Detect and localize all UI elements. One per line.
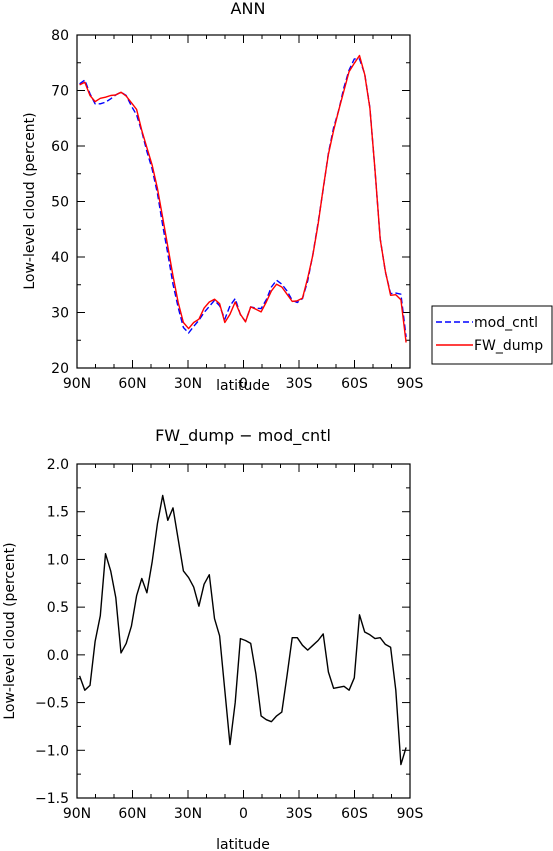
bottom-y-tick-label: 0.0 xyxy=(47,648,69,664)
bottom-y-ticks: −1.5 −1.0 −0.5 0.0 0.5 1.0 1.5 2.0 xyxy=(35,457,410,807)
bottom-y-tick-label: 1.5 xyxy=(47,505,69,521)
top-chart-title: ANN xyxy=(231,0,266,18)
top-y-tick-label: 40 xyxy=(51,250,69,266)
top-y-tick-label: 80 xyxy=(51,28,69,44)
bottom-x-tick-label: 90S xyxy=(397,806,424,822)
top-y-tick-label: 20 xyxy=(51,361,69,377)
top-y-ticks: 20 30 40 50 60 70 80 xyxy=(51,28,410,377)
top-series-line-mod-cntl xyxy=(79,58,407,337)
top-x-tick-label: 30S xyxy=(286,376,313,392)
bottom-y-tick-label: 1.0 xyxy=(47,552,69,568)
legend-label-fw-dump: FW_dump xyxy=(474,338,543,354)
bottom-y-tick-label: −1.5 xyxy=(35,791,69,807)
top-x-tick-label: 60S xyxy=(341,376,368,392)
bottom-panel: FW_dump − mod_cntl −1.5 −1.0 −0.5 0.0 0.5 1.0… xyxy=(2,426,423,851)
top-plot-frame xyxy=(76,34,411,369)
bottom-x-axis-label: latitude xyxy=(216,837,270,851)
bottom-series-lines xyxy=(78,494,407,766)
top-y-tick-label: 30 xyxy=(51,306,69,322)
bottom-x-ticks: 90N 60N 30N 0 30S 60S 90S xyxy=(63,464,424,822)
top-y-tick-label: 60 xyxy=(51,139,69,155)
bottom-x-tick-label: 90N xyxy=(63,806,91,822)
top-x-tick-label: 30N xyxy=(174,376,202,392)
legend: mod_cntl FW_dump xyxy=(431,305,553,365)
bottom-y-tick-label: 2.0 xyxy=(47,457,69,473)
bottom-chart-title: FW_dump − mod_cntl xyxy=(155,426,331,446)
bottom-x-tick-label: 60N xyxy=(118,806,146,822)
top-y-axis-label: Low-level cloud (percent) xyxy=(22,112,38,289)
top-y-tick-label: 70 xyxy=(51,84,69,100)
legend-box xyxy=(431,305,553,365)
bottom-x-tick-label: 30N xyxy=(174,806,202,822)
bottom-x-tick-label: 60S xyxy=(341,806,368,822)
legend-label-mod-cntl: mod_cntl xyxy=(474,315,538,331)
top-series-lines xyxy=(79,54,407,343)
bottom-y-tick-label: −0.5 xyxy=(35,696,69,712)
bottom-plot-frame xyxy=(76,463,411,799)
bottom-y-axis-label: Low-level cloud (percent) xyxy=(2,542,18,719)
top-series-line-fw-dump xyxy=(79,54,407,343)
bottom-series-line-0 xyxy=(78,494,407,766)
top-x-axis-label: latitude xyxy=(216,378,270,394)
top-x-tick-label: 0 xyxy=(239,376,248,392)
bottom-x-tick-label: 30S xyxy=(286,806,313,822)
top-x-ticks: 90N 60N 30N 0 30S 60S 90S xyxy=(63,35,424,392)
top-x-tick-label: 90N xyxy=(63,376,91,392)
top-x-tick-label: 90S xyxy=(397,376,424,392)
bottom-y-tick-label: 0.5 xyxy=(47,600,69,616)
top-x-tick-label: 60N xyxy=(118,376,146,392)
bottom-y-tick-label: −1.0 xyxy=(35,743,69,759)
top-y-tick-label: 50 xyxy=(51,195,69,211)
bottom-x-tick-label: 0 xyxy=(239,806,248,822)
top-panel: ANN 20 30 40 50 60 70 80 90N 60N 30N 0 30S 60S 90S l… xyxy=(22,0,423,394)
